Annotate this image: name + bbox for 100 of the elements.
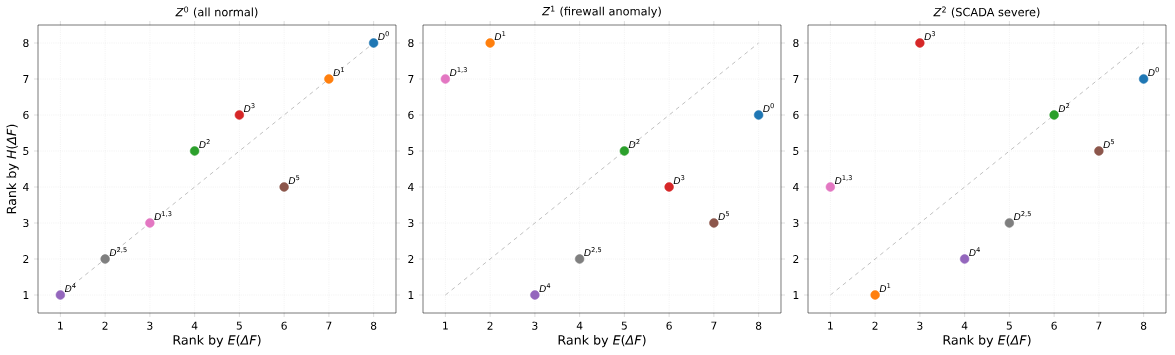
x-axis-title: Rank by E(ΔF) — [173, 334, 261, 348]
y-tick-label: 1 — [793, 291, 799, 299]
x-tick-label: 4 — [961, 321, 968, 330]
point — [619, 146, 630, 156]
x-tick-label: 6 — [281, 321, 287, 330]
point — [324, 74, 334, 84]
x-tick-label: 2 — [102, 321, 108, 330]
point — [279, 182, 289, 192]
x-axis-title: Rank by E(ΔF) — [558, 334, 646, 348]
x-tick-label: 2 — [872, 321, 878, 330]
x-tick-label: 1 — [828, 321, 833, 330]
x-tick-label: 8 — [755, 321, 762, 330]
annotation: D$^{2,5}$ — [1013, 211, 1031, 221]
x-tick-label: 3 — [147, 321, 153, 330]
x-tick-label: 4 — [191, 321, 198, 330]
y-tick-label: 3 — [793, 218, 799, 228]
annotation: D$^{3}$ — [924, 31, 936, 41]
y-tick-label: 2 — [793, 255, 799, 263]
annotation: D$^{5}$ — [718, 211, 729, 221]
y-tick-label: 6 — [408, 110, 414, 120]
x-tick-label: 6 — [666, 321, 672, 330]
chart-title: Z$^{2}$ (SCADA severe) — [933, 6, 1040, 18]
x-tick-label: 3 — [917, 321, 923, 330]
x-tick-label: 6 — [1051, 321, 1057, 330]
x-tick-label: 7 — [1096, 321, 1102, 330]
y-tick-label: 4 — [408, 183, 414, 191]
point — [915, 38, 925, 48]
y-tick-label: 6 — [23, 110, 29, 120]
annotation: D$^{2}$ — [199, 139, 210, 149]
y-tick-label: 1 — [408, 291, 414, 299]
annotation: D$^{0}$ — [763, 103, 774, 113]
annotation: D$^{1,3}$ — [834, 175, 852, 185]
y-tick-label: 5 — [793, 147, 799, 155]
annotation: D$^{1}$ — [879, 283, 891, 293]
point — [870, 290, 880, 300]
x-tick-label: 5 — [1006, 321, 1012, 330]
annotation: D$^{1}$ — [333, 67, 344, 77]
annotation: D$^{1,3}$ — [154, 211, 172, 221]
x-axis-title: Rank by E(ΔF) — [943, 334, 1031, 348]
annotation: D$^{2}$ — [1058, 103, 1070, 113]
point — [145, 218, 155, 228]
y-tick-label: 8 — [408, 38, 414, 48]
y-tick-label: 4 — [23, 183, 29, 191]
annotation: D$^{4}$ — [539, 283, 551, 293]
y-tick-label: 1 — [23, 291, 29, 299]
point — [485, 38, 495, 48]
y-tick-label: 4 — [793, 183, 799, 191]
annotation: D$^{2,5}$ — [109, 247, 127, 257]
annotation: D$^{3}$ — [243, 103, 255, 113]
point — [440, 74, 451, 84]
y-tick-label: 7 — [793, 75, 799, 83]
x-tick-label: 8 — [370, 321, 377, 330]
y-axis-title: Rank by H(ΔF) — [6, 124, 19, 214]
point — [664, 182, 674, 192]
y-tick-label: 7 — [408, 75, 414, 83]
annotation: D$^{3}$ — [673, 175, 685, 185]
point — [1094, 146, 1104, 156]
annotation: D$^{4}$ — [969, 247, 980, 257]
x-tick-label: 4 — [576, 321, 583, 330]
x-tick-label: 7 — [711, 321, 717, 330]
y-tick-label: 2 — [408, 255, 414, 263]
point — [234, 110, 245, 120]
x-tick-label: 3 — [532, 321, 538, 330]
point — [1138, 74, 1149, 84]
y-tick-label: 5 — [408, 147, 414, 155]
point — [574, 254, 585, 264]
point — [1049, 110, 1059, 120]
y-tick-label: 3 — [23, 218, 29, 228]
point — [189, 146, 200, 156]
annotation: D$^{2,5}$ — [584, 247, 602, 257]
x-tick-label: 1 — [58, 321, 63, 330]
y-tick-label: 8 — [23, 38, 29, 48]
annotation: D$^{5}$ — [288, 175, 300, 185]
y-tick-label: 8 — [793, 38, 799, 48]
annotation: D$^{5}$ — [1103, 139, 1114, 149]
annotation: D$^{0}$ — [1148, 67, 1159, 77]
annotation: D$^{2}$ — [628, 139, 640, 149]
point — [753, 110, 764, 120]
x-tick-label: 5 — [236, 321, 242, 330]
x-tick-label: 8 — [1140, 321, 1147, 330]
chart-title: Z$^{1}$ (firewall anomaly) — [541, 5, 661, 18]
y-tick-label: 2 — [23, 255, 29, 263]
annotation: D$^{4}$ — [64, 283, 76, 293]
point — [825, 182, 836, 192]
x-tick-label: 5 — [621, 321, 627, 330]
point — [1004, 218, 1015, 228]
x-tick-label: 2 — [487, 321, 493, 330]
y-tick-label: 3 — [408, 218, 414, 228]
point — [959, 254, 970, 264]
point — [709, 218, 719, 228]
y-tick-label: 7 — [23, 75, 29, 83]
x-tick-label: 7 — [326, 321, 332, 330]
y-tick-label: 6 — [793, 110, 799, 120]
point — [368, 38, 379, 48]
annotation: D$^{1}$ — [494, 31, 506, 41]
y-tick-label: 5 — [23, 147, 29, 155]
point — [100, 254, 110, 264]
x-tick-label: 1 — [443, 321, 448, 330]
chart-title: Z$^{0}$ (all normal) — [175, 6, 258, 18]
annotation: D$^{1,3}$ — [449, 67, 467, 77]
